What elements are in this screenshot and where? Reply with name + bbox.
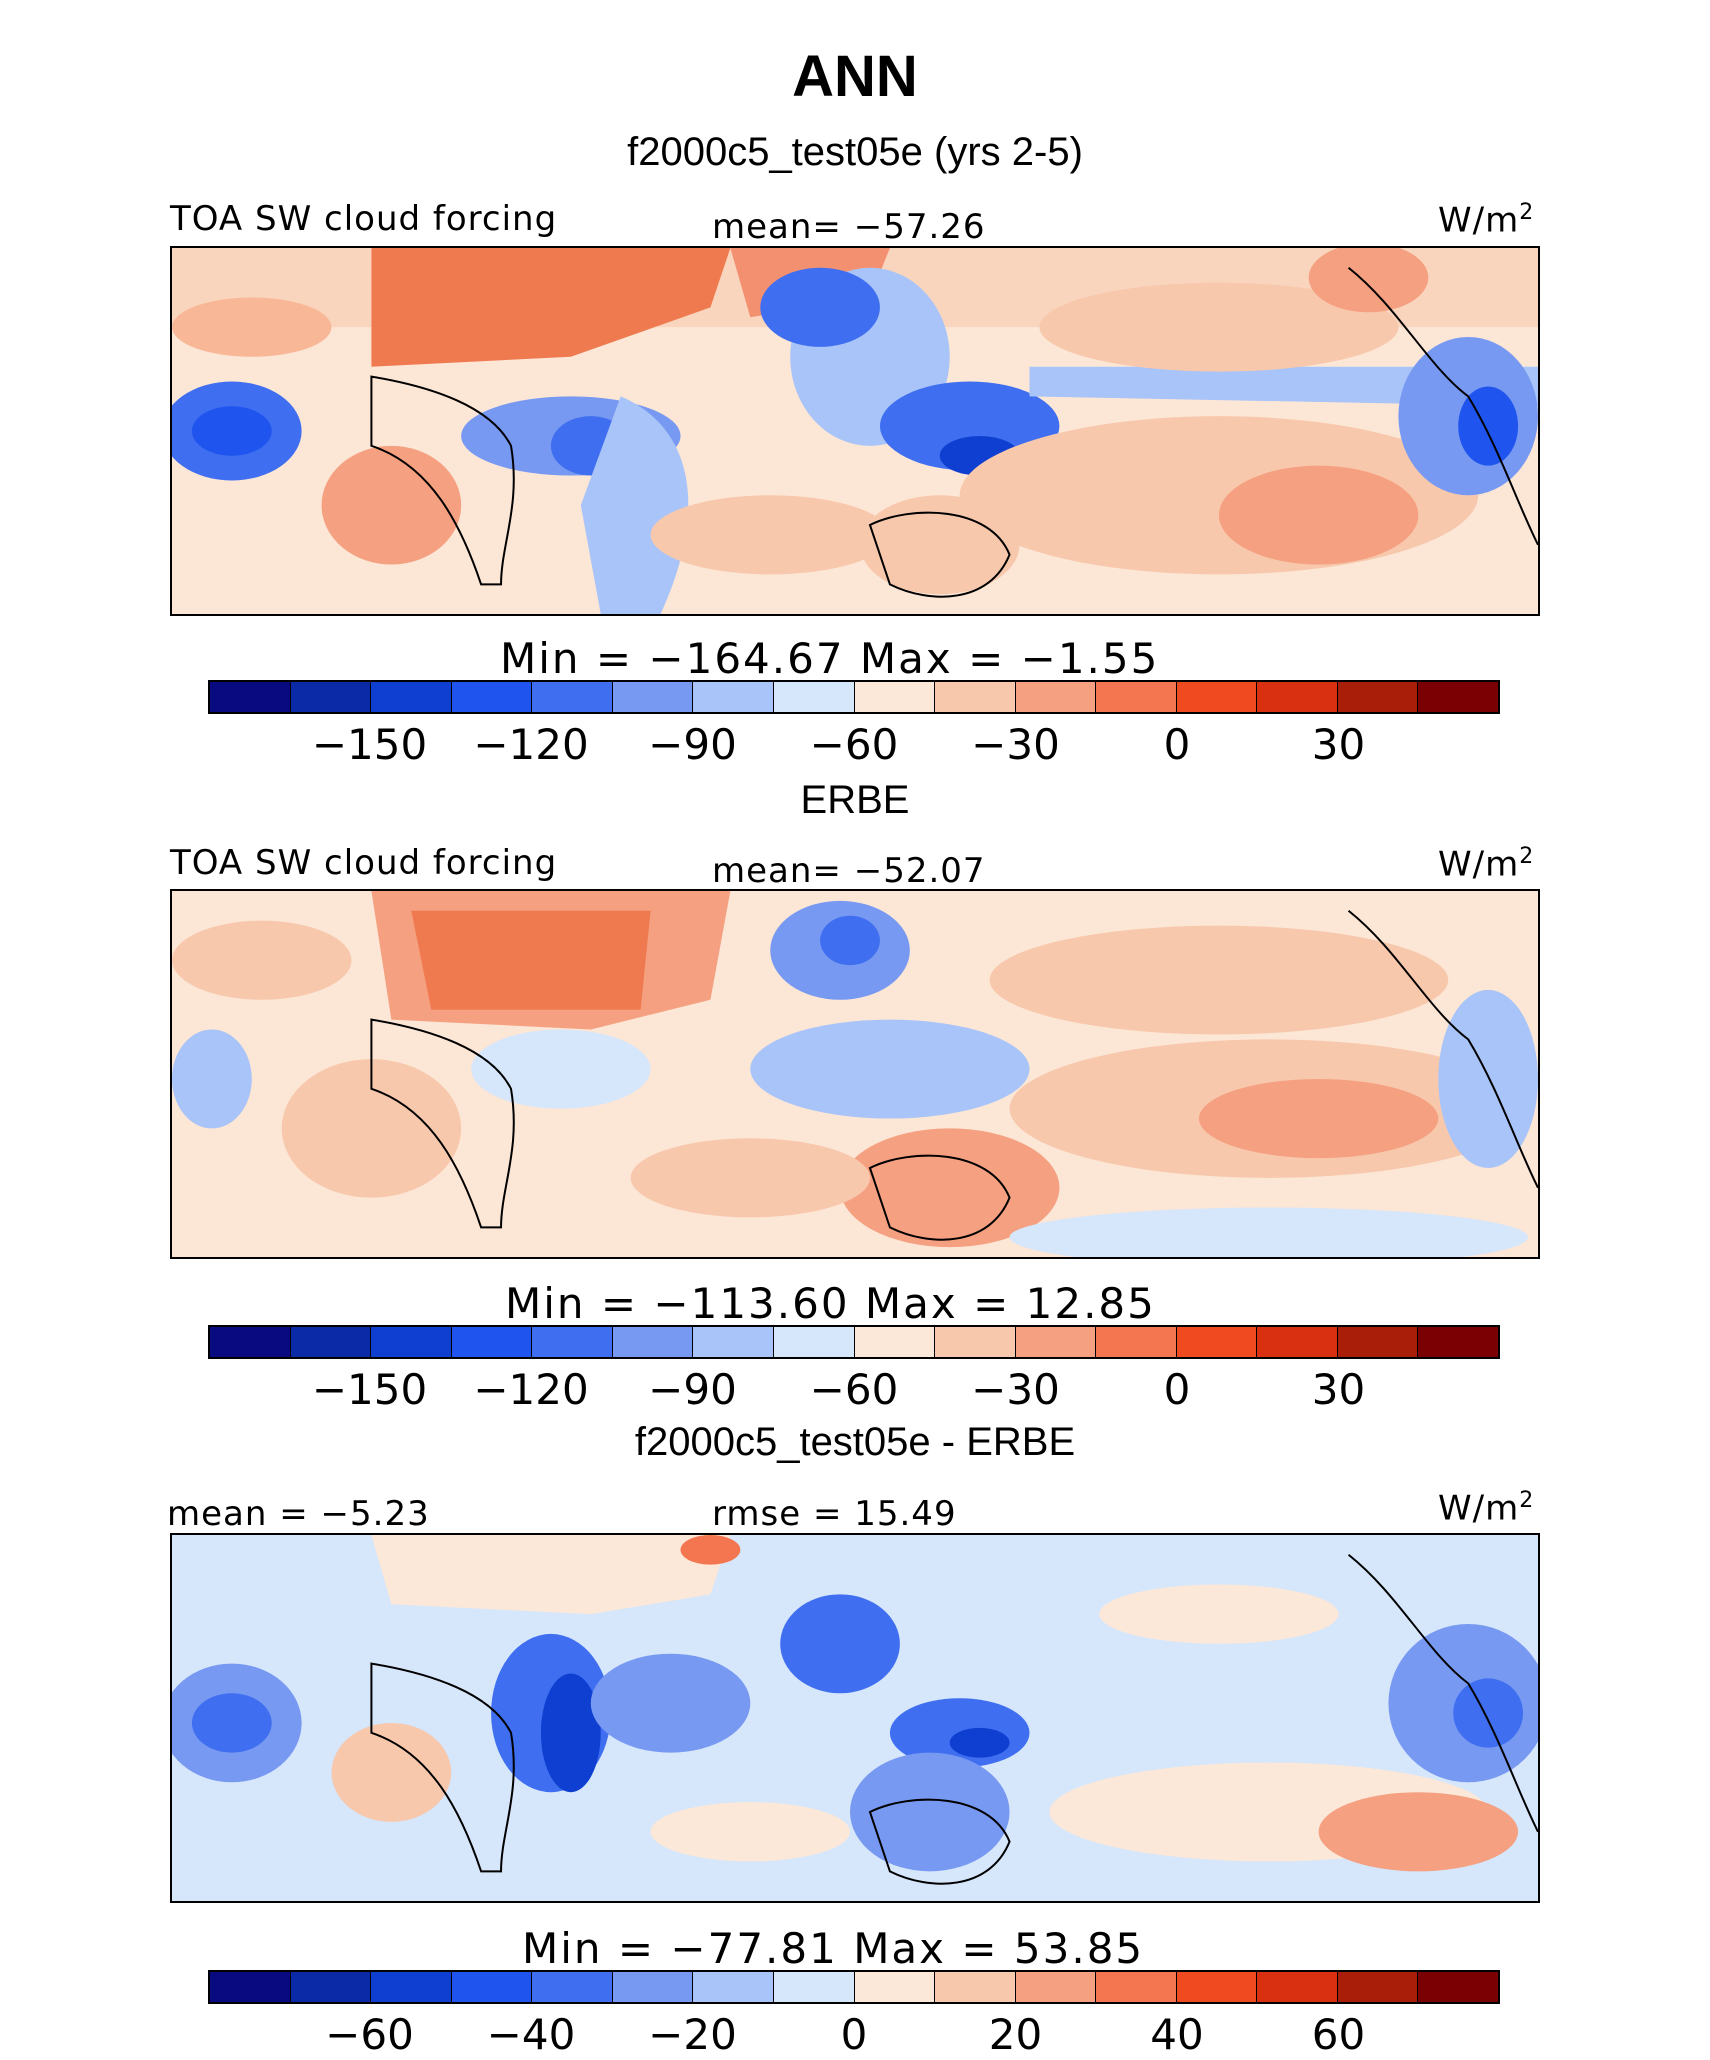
- colorbar-swatch: [290, 1327, 372, 1357]
- colorbar-swatch: [1176, 1327, 1258, 1357]
- colorbar-swatch: [371, 1972, 452, 2002]
- colorbar-swatch: [693, 1327, 774, 1357]
- colorbar-swatch: [210, 1972, 291, 2002]
- figure-subtitle: f2000c5_test05e (yrs 2-5): [627, 130, 1083, 174]
- colorbar-tick-label: −30: [971, 1365, 1060, 1414]
- colorbar-swatch: [612, 682, 694, 712]
- panel-mean-label: mean = −5.23: [167, 1494, 430, 1534]
- colorbar-swatch: [1418, 1972, 1498, 2002]
- colorbar-tick-label: −90: [648, 1365, 737, 1414]
- colorbar-tick-label: −30: [971, 720, 1060, 769]
- colorbar-swatch: [290, 682, 372, 712]
- map-observed: [170, 889, 1540, 1259]
- colorbar-ticks: −150 −120 −90 −60 −30 0 30: [208, 720, 1500, 770]
- colorbar-swatch: [210, 682, 291, 712]
- colorbar-swatch: [1337, 1972, 1419, 2002]
- colorbar-swatch: [612, 1327, 694, 1357]
- colorbar-tick-label: −150: [311, 1365, 428, 1414]
- colorbar-swatch: [532, 1972, 613, 2002]
- colorbar-swatch: [693, 1972, 774, 2002]
- colorbar-tick-label: −120: [473, 720, 589, 769]
- colorbar-tick-label: 0: [1163, 1365, 1191, 1414]
- colorbar-swatch: [532, 682, 613, 712]
- colorbar-tick-label: 20: [988, 2010, 1043, 2059]
- colorbar-swatch: [451, 682, 533, 712]
- panel-units-label: W/m2: [1438, 844, 1535, 885]
- colorbar-swatch: [1015, 1327, 1097, 1357]
- colorbar-ticks: −60 −40 −20 0 20 40 60: [208, 2010, 1500, 2060]
- colorbar-swatch: [371, 682, 452, 712]
- colorbar-tick-label: −60: [809, 720, 899, 769]
- panel-rmse-label: rmse = 15.49: [712, 1494, 957, 1534]
- colorbar-swatch: [693, 682, 774, 712]
- colorbar-swatch: [532, 1327, 613, 1357]
- panel-variable-label: TOA SW cloud forcing: [170, 199, 558, 239]
- panel-units-label: W/m2: [1438, 1488, 1535, 1529]
- map-difference: [170, 1533, 1540, 1903]
- colorbar-tick-label: −60: [809, 1365, 899, 1414]
- colorbar-swatch: [210, 1327, 291, 1357]
- colorbar-swatch: [854, 1327, 936, 1357]
- colorbar-tick-label: −150: [311, 720, 428, 769]
- colorbar: [208, 1325, 1500, 1359]
- colorbar-tick-label: −90: [648, 720, 737, 769]
- colorbar-tick-label: 30: [1311, 720, 1366, 769]
- colorbar-swatch: [1257, 682, 1338, 712]
- colorbar-swatch: [1176, 682, 1258, 712]
- panel-section-title: f2000c5_test05e - ERBE: [634, 1420, 1076, 1464]
- colorbar-tick-label: −60: [325, 2010, 414, 2059]
- colorbar-tick-label: 60: [1311, 2010, 1366, 2059]
- colorbar-swatch: [854, 682, 936, 712]
- panel-minmax-label: Min = −164.67 Max = −1.55: [500, 634, 1160, 683]
- panel-units-label: W/m2: [1438, 200, 1535, 241]
- colorbar-tick-label: 0: [1163, 720, 1191, 769]
- panel-section-title: ERBE: [800, 778, 910, 822]
- colorbar-tick-label: 30: [1311, 1365, 1366, 1414]
- colorbar-swatch: [1337, 682, 1419, 712]
- colorbar-swatch: [612, 1972, 694, 2002]
- colorbar-swatch: [935, 1972, 1016, 2002]
- colorbar-swatch: [773, 1327, 855, 1357]
- colorbar-swatch: [1418, 1327, 1498, 1357]
- colorbar-swatch: [371, 1327, 452, 1357]
- colorbar-swatch: [854, 1972, 936, 2002]
- panel-mean-label: mean= −52.07: [712, 851, 986, 891]
- colorbar-swatch: [773, 682, 855, 712]
- colorbar-swatch: [773, 1972, 855, 2002]
- colorbar-swatch: [451, 1327, 533, 1357]
- panel-mean-label: mean= −57.26: [712, 207, 986, 247]
- colorbar: [208, 1970, 1500, 2004]
- colorbar-swatch: [1257, 1327, 1338, 1357]
- panel-variable-label: TOA SW cloud forcing: [170, 843, 558, 883]
- colorbar-swatch: [1015, 1972, 1097, 2002]
- figure-title: ANN: [792, 44, 918, 109]
- colorbar-swatch: [1096, 1327, 1177, 1357]
- colorbar-swatch: [1096, 1972, 1177, 2002]
- map-model: [170, 246, 1540, 616]
- colorbar-tick-label: 40: [1150, 2010, 1204, 2059]
- panel-minmax-label: Min = −77.81 Max = 53.85: [522, 1924, 1145, 1973]
- colorbar-tick-label: −40: [486, 2010, 576, 2059]
- colorbar-swatch: [290, 1972, 372, 2002]
- colorbar-ticks: −150 −120 −90 −60 −30 0 30: [208, 1365, 1500, 1415]
- colorbar-tick-label: −20: [648, 2010, 737, 2059]
- colorbar-swatch: [1176, 1972, 1258, 2002]
- colorbar-swatch: [935, 1327, 1016, 1357]
- colorbar-swatch: [1257, 1972, 1338, 2002]
- colorbar: [208, 680, 1500, 714]
- colorbar-swatch: [1015, 682, 1097, 712]
- panel-minmax-label: Min = −113.60 Max = 12.85: [505, 1279, 1156, 1328]
- colorbar-swatch: [1096, 682, 1177, 712]
- colorbar-tick-label: 0: [840, 2010, 868, 2059]
- colorbar-swatch: [935, 682, 1016, 712]
- colorbar-swatch: [1337, 1327, 1419, 1357]
- colorbar-swatch: [1418, 682, 1498, 712]
- colorbar-tick-label: −120: [473, 1365, 589, 1414]
- colorbar-swatch: [451, 1972, 533, 2002]
